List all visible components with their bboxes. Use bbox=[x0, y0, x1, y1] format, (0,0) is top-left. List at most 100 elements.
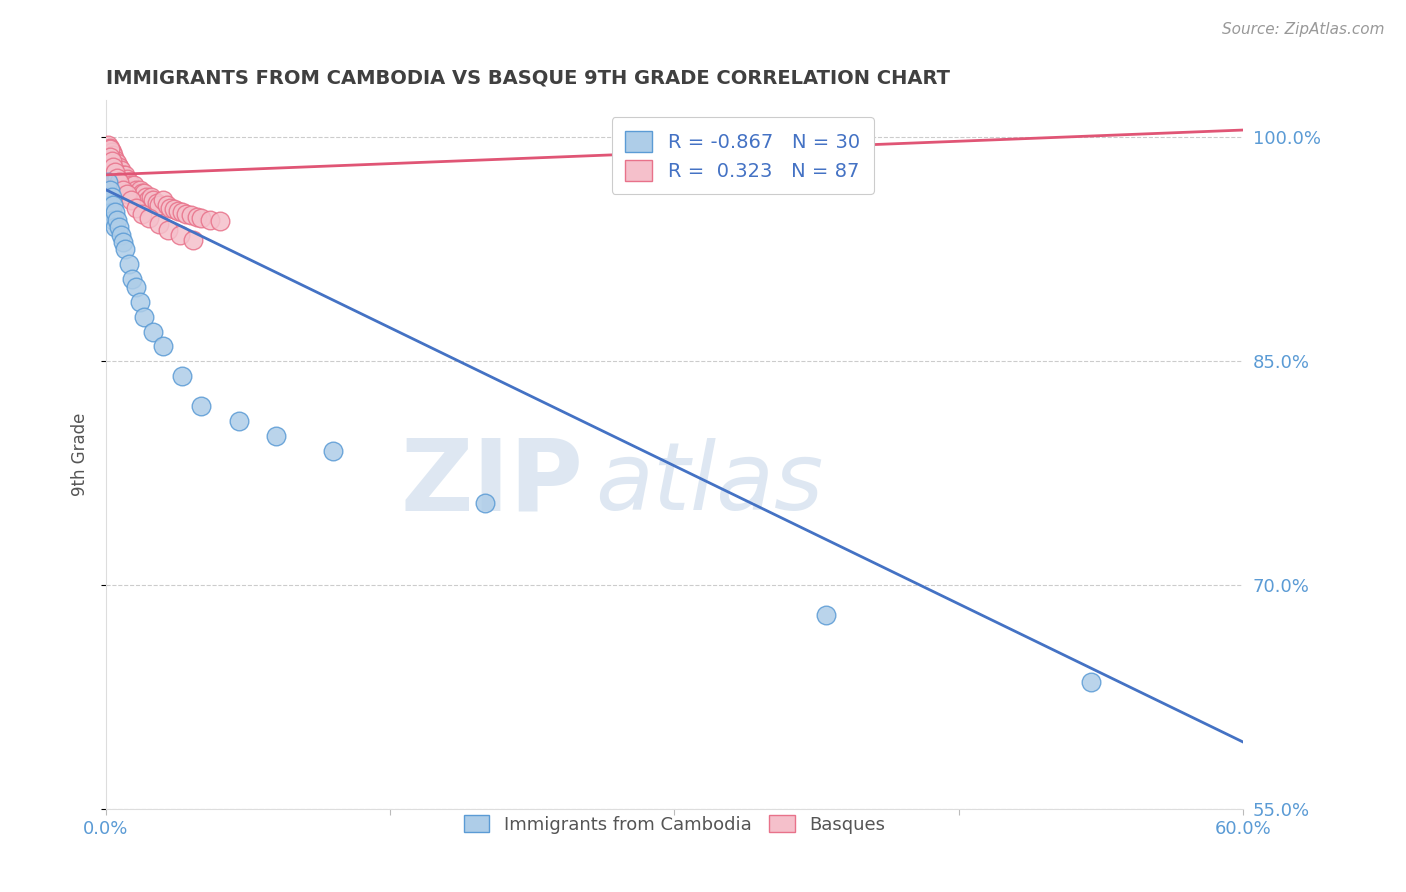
Point bbox=[115, 172, 138, 186]
Point bbox=[322, 444, 344, 458]
Point bbox=[146, 196, 169, 211]
Point bbox=[111, 235, 134, 249]
Point bbox=[190, 399, 212, 413]
Point bbox=[97, 145, 120, 160]
Point bbox=[266, 429, 288, 443]
Point bbox=[100, 145, 122, 160]
Point bbox=[103, 197, 125, 211]
Point bbox=[110, 227, 132, 242]
Point bbox=[104, 165, 127, 179]
Point bbox=[110, 163, 132, 178]
Point bbox=[108, 175, 131, 189]
Point bbox=[97, 168, 120, 182]
Point bbox=[132, 186, 155, 200]
Point bbox=[104, 205, 127, 219]
Y-axis label: 9th Grade: 9th Grade bbox=[72, 413, 89, 496]
Point bbox=[105, 170, 128, 185]
Point bbox=[152, 339, 174, 353]
Point bbox=[98, 172, 121, 186]
Point bbox=[100, 168, 122, 182]
Point bbox=[132, 310, 155, 324]
Point bbox=[125, 279, 148, 293]
Point bbox=[815, 608, 838, 623]
Point bbox=[98, 163, 121, 178]
Point bbox=[111, 175, 134, 189]
Point bbox=[117, 257, 139, 271]
Point bbox=[97, 175, 120, 189]
Point bbox=[98, 197, 121, 211]
Point bbox=[98, 148, 121, 162]
Point bbox=[157, 223, 180, 237]
Point bbox=[110, 170, 132, 185]
Point bbox=[174, 206, 197, 220]
Point bbox=[170, 369, 193, 384]
Point bbox=[108, 168, 131, 182]
Point bbox=[97, 138, 120, 153]
Point bbox=[110, 178, 132, 193]
Point bbox=[167, 203, 190, 218]
Point bbox=[104, 153, 127, 167]
Point bbox=[100, 190, 122, 204]
Point bbox=[100, 157, 122, 171]
Point bbox=[155, 197, 177, 211]
Point bbox=[190, 211, 212, 226]
Point bbox=[103, 212, 125, 227]
Point bbox=[186, 210, 208, 224]
Point bbox=[115, 187, 138, 202]
Point bbox=[97, 163, 120, 178]
Point bbox=[105, 170, 128, 185]
Point bbox=[98, 141, 121, 155]
Point bbox=[97, 190, 120, 204]
Point bbox=[148, 197, 170, 211]
Point bbox=[474, 496, 496, 510]
Point bbox=[169, 227, 191, 242]
Point bbox=[104, 161, 127, 175]
Point bbox=[97, 172, 120, 186]
Point bbox=[97, 161, 120, 175]
Point bbox=[108, 161, 131, 175]
Point bbox=[115, 178, 138, 193]
Point bbox=[111, 168, 134, 182]
Point bbox=[159, 201, 181, 215]
Point bbox=[152, 193, 174, 207]
Point bbox=[98, 183, 121, 197]
Point bbox=[138, 211, 160, 226]
Point bbox=[135, 190, 157, 204]
Point bbox=[114, 243, 136, 257]
Point bbox=[97, 183, 120, 197]
Point bbox=[125, 201, 148, 215]
Text: Source: ZipAtlas.com: Source: ZipAtlas.com bbox=[1222, 22, 1385, 37]
Point bbox=[129, 294, 152, 309]
Text: ZIP: ZIP bbox=[401, 434, 583, 532]
Point bbox=[98, 150, 121, 164]
Point bbox=[141, 190, 163, 204]
Point bbox=[198, 212, 221, 227]
Point bbox=[120, 178, 142, 193]
Point bbox=[105, 156, 128, 170]
Point bbox=[125, 183, 148, 197]
Text: IMMIGRANTS FROM CAMBODIA VS BASQUE 9TH GRADE CORRELATION CHART: IMMIGRANTS FROM CAMBODIA VS BASQUE 9TH G… bbox=[105, 69, 950, 87]
Point bbox=[100, 205, 122, 219]
Point bbox=[105, 212, 128, 227]
Point bbox=[97, 178, 120, 193]
Point bbox=[100, 163, 122, 178]
Point bbox=[124, 178, 146, 193]
Point bbox=[163, 202, 186, 216]
Point bbox=[142, 193, 165, 207]
Point bbox=[1080, 675, 1102, 690]
Point bbox=[136, 193, 159, 207]
Point bbox=[108, 220, 131, 235]
Point bbox=[103, 156, 125, 170]
Point bbox=[104, 175, 127, 189]
Point bbox=[120, 193, 142, 207]
Point bbox=[114, 168, 136, 182]
Point bbox=[228, 414, 250, 428]
Point bbox=[100, 153, 122, 167]
Point bbox=[98, 156, 121, 170]
Point bbox=[97, 153, 120, 167]
Point bbox=[98, 168, 121, 182]
Point bbox=[100, 154, 122, 169]
Legend: Immigrants from Cambodia, Basques: Immigrants from Cambodia, Basques bbox=[454, 805, 894, 843]
Point bbox=[104, 168, 127, 182]
Point bbox=[208, 214, 231, 228]
